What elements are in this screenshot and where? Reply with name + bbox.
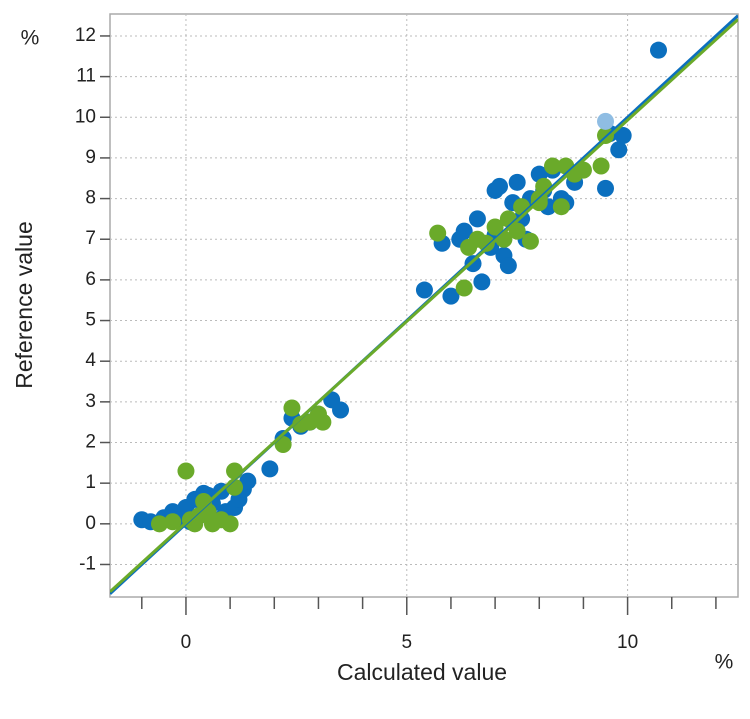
point xyxy=(508,173,526,191)
y-tick-label: 8 xyxy=(85,188,96,209)
y-tick-label: 9 xyxy=(85,147,96,168)
point xyxy=(597,112,615,130)
x-unit: % xyxy=(715,651,734,674)
point xyxy=(199,503,217,521)
point xyxy=(521,232,539,250)
y-tick-label: 7 xyxy=(85,228,96,249)
point xyxy=(442,287,460,305)
point xyxy=(226,478,244,496)
point xyxy=(415,281,433,299)
point xyxy=(314,413,332,431)
point xyxy=(455,279,473,297)
point xyxy=(164,513,182,531)
trend-line xyxy=(110,18,738,593)
point xyxy=(592,157,610,175)
point xyxy=(499,257,517,275)
point xyxy=(468,210,486,228)
point xyxy=(486,218,504,236)
point xyxy=(650,41,668,59)
y-tick-label: 3 xyxy=(85,391,96,412)
point xyxy=(150,515,168,533)
point xyxy=(283,399,301,417)
point xyxy=(177,462,195,480)
y-tick-label: 5 xyxy=(85,310,96,331)
y-tick-label: 2 xyxy=(85,432,96,453)
point xyxy=(221,515,239,533)
y-tick-label: 4 xyxy=(85,350,96,371)
point xyxy=(614,127,632,145)
point xyxy=(544,157,562,175)
point xyxy=(429,224,447,242)
point xyxy=(552,198,570,216)
point xyxy=(464,255,482,273)
y-tick-label: -1 xyxy=(79,553,96,574)
y-tick-label: 6 xyxy=(85,269,96,290)
point xyxy=(455,222,473,240)
x-tick-label: 5 xyxy=(401,632,412,653)
point xyxy=(508,222,526,240)
x-tick-label: 0 xyxy=(181,632,192,653)
point xyxy=(491,177,509,195)
plot-area xyxy=(109,13,739,598)
y-axis-title: Reference value xyxy=(11,221,37,389)
point xyxy=(261,460,279,478)
point xyxy=(473,273,491,291)
y-tick-label: 0 xyxy=(85,513,96,534)
point xyxy=(477,234,495,252)
point xyxy=(239,472,257,490)
point xyxy=(332,401,350,419)
y-tick-label: 1 xyxy=(85,472,96,493)
y-tick-label: 10 xyxy=(75,106,96,127)
x-tick-label: 10 xyxy=(617,632,638,653)
y-unit: % xyxy=(21,27,40,50)
y-tick-label: 11 xyxy=(76,66,96,87)
point xyxy=(597,179,615,197)
y-tick-label: 12 xyxy=(75,25,96,46)
point xyxy=(610,141,628,159)
x-axis-title: Calculated value xyxy=(337,659,507,685)
